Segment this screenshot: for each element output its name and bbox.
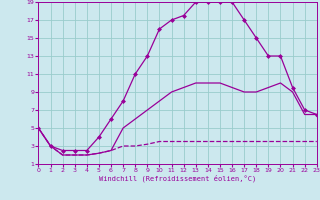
X-axis label: Windchill (Refroidissement éolien,°C): Windchill (Refroidissement éolien,°C): [99, 175, 256, 182]
